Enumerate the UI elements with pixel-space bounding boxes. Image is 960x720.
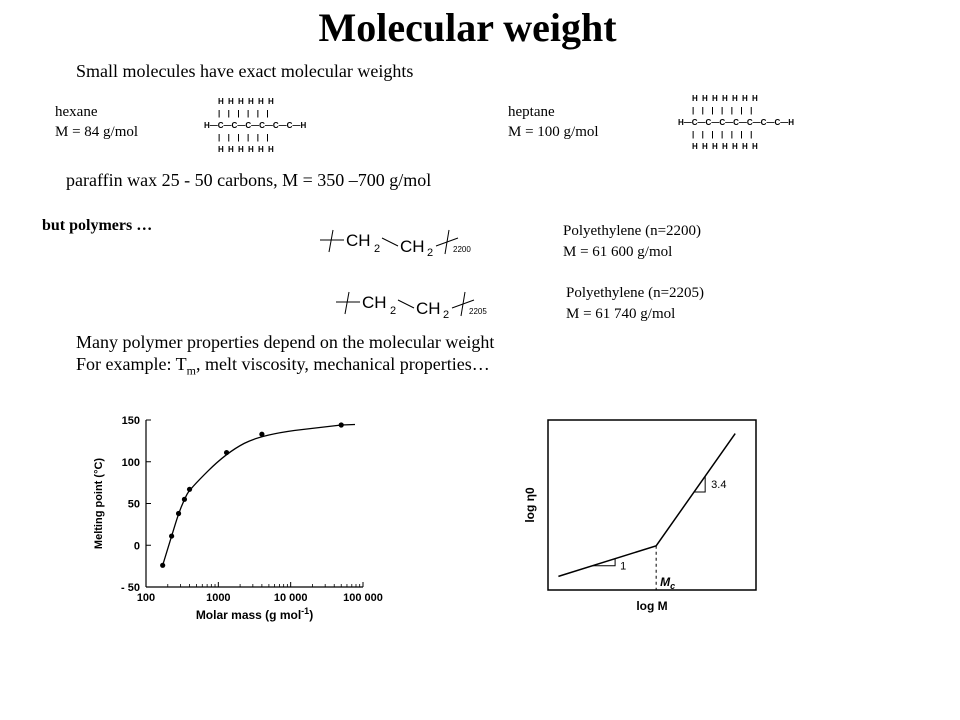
pe2-ch-2: CH	[416, 299, 441, 318]
hexane-structure: H H H H H H | | | | | | H—C—C—C—C—C—C—H …	[204, 97, 307, 154]
polyethylene-2200-info: Polyethylene (n=2200) M = 61 600 g/mol	[563, 223, 701, 261]
plot-frame	[547, 419, 757, 591]
hexane-bottom-h: H H H H H H	[218, 145, 275, 154]
properties-line1: Many polymer properties depend on the mo…	[76, 332, 495, 352]
y-tick-label: 150	[122, 415, 140, 427]
x-axis-label: Molar mass (g mol-1)	[196, 606, 313, 622]
data-point	[175, 510, 182, 517]
heptane-top-h: H H H H H H H	[692, 94, 759, 103]
properties-text: Many polymer properties depend on the mo…	[76, 331, 494, 382]
pe2-sub-1: 2	[390, 305, 396, 317]
y-axis-label: Melting point (°C)	[93, 458, 105, 549]
hexane-mass: M = 84 g/mol	[55, 124, 139, 140]
pe2-line1: Polyethylene (n=2205)	[566, 285, 705, 301]
x-tick-label: 100 000	[343, 592, 383, 604]
slope-label-2: 3.4	[711, 479, 726, 491]
polyethylene-formula-2205: CH 2 CH 2 2205	[336, 291, 487, 320]
pe2-ch-1: CH	[362, 293, 387, 312]
pe1-sub-2: 2	[427, 247, 433, 258]
polyethylene-2205-info: Polyethylene (n=2205) M = 61 740 g/mol	[566, 285, 704, 323]
heptane-info: heptane M = 100 g/mol	[508, 104, 599, 141]
properties-line2: For example: Tm, melt viscosity, mechani…	[76, 354, 490, 378]
page-title: Molecular weight	[318, 5, 617, 50]
pe1-ch-2: CH	[400, 237, 425, 256]
paraffin-text: paraffin wax 25 - 50 carbons, M = 350 –7…	[66, 170, 432, 190]
slope-label-1: 1	[620, 561, 626, 573]
hexane-name: hexane	[55, 104, 98, 120]
heptane-mass: M = 100 g/mol	[508, 124, 599, 140]
x-tick-label: 10 000	[274, 592, 308, 604]
intro-text: Small molecules have exact molecular wei…	[76, 61, 414, 81]
polyethylene-formula-2200: CH 2 CH 2 2200	[320, 229, 471, 258]
melting-curve	[162, 423, 356, 566]
heptane-chain: H—C—C—C—C—C—C—C—H	[678, 118, 794, 127]
y-axis-label: log η0	[523, 487, 537, 523]
hexane-info: hexane M = 84 g/mol	[55, 104, 138, 141]
data-point	[259, 431, 265, 437]
pe1-line1: Polyethylene (n=2200)	[563, 223, 702, 239]
data-point	[186, 486, 193, 492]
data-point	[160, 562, 166, 568]
y-tick-label: - 50	[121, 582, 140, 594]
melting-point-chart: - 50 0 50 100 150 100 1000 10 000 100 000 Molar m…	[93, 415, 383, 622]
pe2-sub-2: 2	[443, 309, 449, 320]
y-tick-label: 50	[128, 499, 140, 511]
hexane-chain: H—C—C—C—C—C—C—H	[204, 121, 307, 130]
mc-label: Mc	[660, 575, 675, 591]
heptane-bottom-h: H H H H H H H	[692, 142, 759, 151]
viscosity-chart: 1 3.4 Mc log M log η0	[523, 419, 757, 613]
pe2-n: 2205	[469, 307, 487, 316]
y-tick-label: 0	[134, 540, 140, 552]
heptane-structure: H H H H H H H | | | | | | | H—C—C—C—C—C—…	[678, 94, 794, 151]
polymers-label: but polymers …	[42, 217, 153, 234]
hexane-top-h: H H H H H H	[218, 97, 275, 106]
data-point	[338, 422, 344, 428]
x-axis-label: log M	[636, 599, 667, 613]
pe1-sub-1: 2	[374, 243, 380, 255]
pe1-line2: M = 61 600 g/mol	[563, 244, 673, 260]
slope-triangle-1	[592, 558, 616, 567]
pe1-ch-1: CH	[346, 231, 371, 250]
x-tick-label: 100	[137, 592, 155, 604]
x-tick-label: 1000	[206, 592, 230, 604]
data-point	[223, 449, 230, 456]
data-point	[169, 533, 175, 539]
slope-triangle-2	[694, 476, 706, 493]
viscosity-line	[558, 433, 736, 578]
heptane-name: heptane	[508, 104, 555, 120]
y-tick-label: 100	[122, 457, 140, 469]
data-point	[181, 496, 188, 502]
pe2-line2: M = 61 740 g/mol	[566, 306, 676, 322]
pe1-n: 2200	[453, 245, 471, 254]
